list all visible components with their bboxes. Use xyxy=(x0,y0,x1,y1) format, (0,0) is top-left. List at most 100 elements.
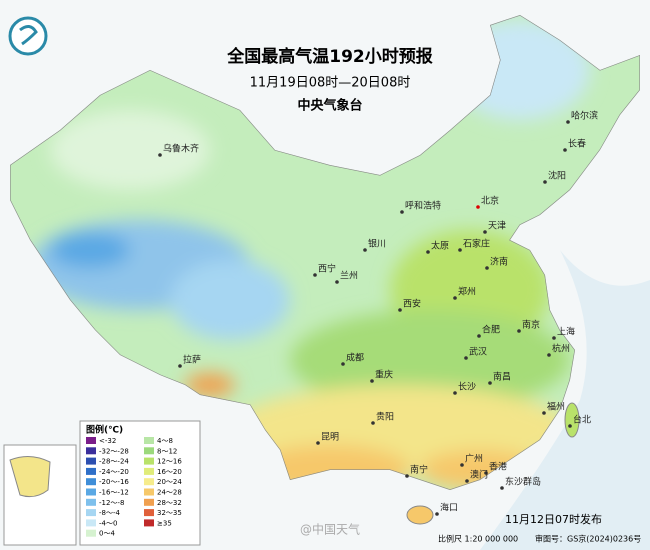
city-label: 南宁 xyxy=(410,464,428,476)
city-dot xyxy=(460,463,464,467)
city-dot xyxy=(547,353,551,357)
city-label: 成都 xyxy=(346,352,364,364)
legend-swatch xyxy=(86,478,96,486)
city-dot xyxy=(566,120,570,124)
legend-label: 32～35 xyxy=(157,509,182,517)
logo xyxy=(8,16,48,56)
hainan xyxy=(406,505,434,525)
legend-swatch xyxy=(86,437,96,444)
published: 11月12日07时发布 xyxy=(505,512,602,526)
legend-label: 4～8 xyxy=(157,437,173,445)
city-label: 合肥 xyxy=(482,324,500,336)
city-label: 东沙群岛 xyxy=(505,476,541,488)
city-label: 拉萨 xyxy=(183,354,201,366)
city-label: 哈尔滨 xyxy=(571,110,598,122)
city-dot xyxy=(552,336,556,340)
sea xyxy=(480,250,650,550)
legend-swatch xyxy=(144,478,154,486)
legend-label: 20～24 xyxy=(157,478,182,486)
legend-label: 28～32 xyxy=(157,499,182,507)
scale: 比例尺 1:20 000 000 xyxy=(438,534,518,544)
legend-swatch xyxy=(144,519,154,527)
legend-label: -28～-24 xyxy=(99,458,129,466)
city-label: 贵阳 xyxy=(376,411,394,423)
city-label: 昆明 xyxy=(321,432,339,443)
city-label: 广州 xyxy=(465,453,483,465)
city-label: 武汉 xyxy=(469,346,487,358)
city-dot xyxy=(178,364,182,368)
map-number: 审图号：GS京(2024)0236号 xyxy=(535,534,641,544)
legend-swatch xyxy=(144,498,154,506)
city-label: 香港 xyxy=(489,461,507,473)
city-label: 太原 xyxy=(431,240,449,252)
legend-label: -4～0 xyxy=(99,519,117,527)
legend-swatch xyxy=(86,457,96,465)
city-dot xyxy=(363,248,367,252)
legend-label: -16～-12 xyxy=(99,489,129,497)
legend-swatch xyxy=(86,467,96,475)
city-dot xyxy=(476,205,480,209)
city-label: 沈阳 xyxy=(548,170,566,182)
legend-swatch xyxy=(86,447,96,455)
issuer: 中央气象台 xyxy=(297,98,362,114)
legend-swatch xyxy=(144,467,154,475)
legend-label: -8～-4 xyxy=(99,509,121,517)
city-dot xyxy=(542,411,546,415)
city-dot xyxy=(398,308,402,312)
city-dot xyxy=(313,273,317,277)
city-label: 天津 xyxy=(488,221,506,232)
subtitle: 11月19日08时—20日08时 xyxy=(250,76,411,91)
title: 全国最高气温192小时预报 xyxy=(226,46,433,67)
legend-swatch xyxy=(144,457,154,465)
legend-label: 12～16 xyxy=(157,458,182,466)
city-label: 上海 xyxy=(557,326,575,338)
city-dot xyxy=(400,210,404,214)
city-dot xyxy=(483,230,487,234)
legend-swatch xyxy=(86,488,96,496)
legend-swatch xyxy=(144,437,154,444)
city-label: 海口 xyxy=(440,502,458,514)
city-dot xyxy=(405,474,409,478)
legend-label: -12～-8 xyxy=(99,499,124,507)
city-dot xyxy=(458,248,462,252)
city-dot xyxy=(563,148,567,152)
city-label: 台北 xyxy=(573,414,591,426)
legend-label: 16～20 xyxy=(157,468,182,476)
city-label: 重庆 xyxy=(375,369,393,381)
city-dot xyxy=(543,180,547,184)
logo-mark xyxy=(19,25,38,46)
city-dot xyxy=(477,334,481,338)
legend-swatch xyxy=(86,498,96,506)
legend-title: 图例(℃) xyxy=(86,424,123,436)
legend xyxy=(79,420,201,546)
city-dot xyxy=(158,153,162,157)
legend-label: 0～4 xyxy=(99,530,115,538)
city-label: 南昌 xyxy=(493,371,511,383)
city-dot xyxy=(568,424,572,428)
city-dot xyxy=(341,362,345,366)
city-dot xyxy=(371,421,375,425)
city-label: 西安 xyxy=(403,298,421,310)
city-label: 郑州 xyxy=(458,286,476,298)
legend-label: 24～28 xyxy=(157,489,182,497)
city-label: 呼和浩特 xyxy=(405,200,441,212)
legend-swatch xyxy=(144,509,154,517)
city-label: 石家庄 xyxy=(463,238,490,250)
city-dot xyxy=(484,471,488,475)
city-dot xyxy=(426,250,430,254)
city-dot xyxy=(335,280,339,284)
city-label: 福州 xyxy=(547,401,565,413)
watermark: @中国天气 xyxy=(300,522,360,537)
city-dot xyxy=(316,441,320,445)
legend-label: <-32 xyxy=(99,437,116,445)
legend-swatch xyxy=(144,488,154,496)
city-dot xyxy=(464,356,468,360)
city-dot xyxy=(517,329,521,333)
city-label: 杭州 xyxy=(552,343,570,355)
city-dot xyxy=(488,381,492,385)
city-label: 济南 xyxy=(490,256,508,268)
city-dot xyxy=(453,296,457,300)
legend-swatch xyxy=(144,447,154,455)
city-label: 兰州 xyxy=(340,270,358,282)
